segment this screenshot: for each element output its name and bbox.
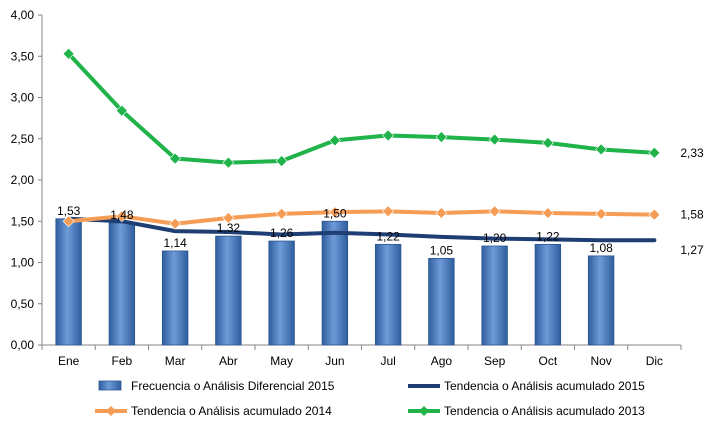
bar-ene [55, 218, 82, 346]
legend-item-tendencia-o-an-lisis-acumulado-2015: Tendencia o Análisis acumulado 2015 [408, 379, 645, 393]
x-tick-label-dic: Dic [646, 354, 663, 368]
bar-may [268, 240, 295, 346]
marker-tendencia-o-an-lisis-acumulado-2013-oct [541, 136, 554, 149]
legend-swatch-bar [98, 380, 122, 391]
marker-tendencia-o-an-lisis-acumulado-2013-ene [62, 47, 75, 60]
x-tick-label-jun: Jun [325, 354, 344, 368]
bar-value-label-feb: 1,48 [110, 208, 134, 222]
bar-oct [534, 243, 562, 346]
legend-item-tendencia-o-an-lisis-acumulado-2013: Tendencia o Análisis acumulado 2013 [408, 404, 645, 418]
bar-value-label-ago: 1,05 [430, 243, 454, 257]
x-tick-label-jul: Jul [380, 354, 395, 368]
line-tendencia-o-an-lisis-acumulado-2014 [66, 209, 657, 226]
marker-tendencia-o-an-lisis-acumulado-2014-ago [435, 207, 448, 219]
end-label-tendencia-o-an-lisis-acumulado-2013: 2,33 [680, 146, 704, 160]
x-tick-label-feb: Feb [112, 354, 133, 368]
legend-label: Tendencia o Análisis acumulado 2014 [131, 404, 332, 418]
data-labels: 1,53 1,48 1,14 1,32 1,26 1,50 1,22 1,05 1,20 1,22… [57, 146, 704, 258]
legend-swatch-marker [419, 406, 429, 416]
line-tendencia-o-an-lisis-acumulado-2015 [66, 216, 657, 243]
marker-tendencia-o-an-lisis-acumulado-2014-abr [222, 212, 235, 224]
end-label-tendencia-o-an-lisis-acumulado-2015: 1,27 [680, 243, 704, 257]
y-tick-label: 0,00 [11, 338, 35, 352]
legend-label: Frecuencia o Análisis Diferencial 2015 [131, 379, 335, 393]
y-tick-label: 2,50 [11, 132, 35, 146]
marker-tendencia-o-an-lisis-acumulado-2014-feb [115, 210, 128, 223]
x-tick-label-may: May [270, 354, 293, 368]
bar-sep [481, 245, 508, 346]
marker-tendencia-o-an-lisis-acumulado-2013-sep [488, 133, 501, 146]
y-tick-label: 1,50 [11, 214, 35, 228]
line-tendencia-o-an-lisis-acumulado-2013 [66, 51, 657, 165]
marker-tendencia-o-an-lisis-acumulado-2014-jul [382, 205, 395, 218]
bar-feb [108, 222, 136, 346]
marker-tendencia-o-an-lisis-acumulado-2013-mar [169, 152, 182, 165]
bar-mar [161, 250, 189, 346]
bar-value-label-may: 1,26 [270, 226, 294, 240]
marker-tendencia-o-an-lisis-acumulado-2014-mar [169, 217, 182, 230]
x-tick-label-abr: Abr [219, 354, 238, 368]
bar-jul [374, 243, 402, 346]
bar-value-label-nov: 1,08 [589, 241, 613, 255]
marker-tendencia-o-an-lisis-acumulado-2014-may [275, 207, 288, 220]
bar-series [55, 218, 615, 346]
marker-tendencia-o-an-lisis-acumulado-2013-feb [115, 104, 128, 117]
bar-value-label-jul: 1,22 [376, 229, 400, 243]
y-tick-label: 0,50 [11, 297, 35, 311]
y-tick-label: 2,00 [11, 173, 35, 187]
legend: Frecuencia o Análisis Diferencial 2015 Te… [95, 379, 645, 418]
marker-tendencia-o-an-lisis-acumulado-2014-jun [328, 206, 341, 219]
bar-value-label-ene: 1,53 [57, 204, 81, 218]
bar-abr [215, 235, 242, 346]
marker-tendencia-o-an-lisis-acumulado-2014-oct [541, 207, 554, 219]
y-tick-label: 4,00 [11, 8, 35, 22]
marker-tendencia-o-an-lisis-acumulado-2014-dic [648, 208, 661, 221]
marker-tendencia-o-an-lisis-acumulado-2014-ene [62, 215, 75, 228]
marker-tendencia-o-an-lisis-acumulado-2013-nov [595, 143, 608, 156]
legend-label: Tendencia o Análisis acumulado 2013 [444, 404, 645, 418]
bar-value-label-abr: 1,32 [217, 221, 241, 235]
bar-jun [321, 220, 349, 346]
y-tick-label: 1,00 [11, 256, 35, 270]
y-tick-label: 3,50 [11, 49, 35, 63]
legend-item-frecuencia-o-an-lisis-diferencial-2015: Frecuencia o Análisis Diferencial 2015 [98, 379, 335, 393]
x-tick-label-ago: Ago [431, 354, 453, 368]
bar-value-label-mar: 1,14 [163, 236, 187, 250]
x-tick-label-mar: Mar [165, 354, 186, 368]
y-tick-label: 3,00 [11, 91, 35, 105]
legend-swatch-marker [106, 406, 116, 416]
marker-tendencia-o-an-lisis-acumulado-2013-dic [648, 146, 661, 159]
axes: 0,00 0,50 1,00 1,50 2,00 2,50 3,00 3,50 4,00 Ene F… [11, 8, 682, 368]
bar-value-label-jun: 1,50 [323, 206, 347, 220]
legend-item-tendencia-o-an-lisis-acumulado-2014: Tendencia o Análisis acumulado 2014 [95, 404, 332, 418]
bar-value-label-sep: 1,20 [483, 231, 507, 245]
marker-tendencia-o-an-lisis-acumulado-2013-ago [435, 131, 448, 144]
x-tick-label-ene: Ene [58, 354, 80, 368]
bar-value-label-oct: 1,22 [536, 229, 560, 243]
marker-tendencia-o-an-lisis-acumulado-2013-abr [222, 156, 235, 169]
bar-nov [587, 255, 615, 346]
x-tick-label-oct: Oct [539, 354, 558, 368]
marker-tendencia-o-an-lisis-acumulado-2014-nov [595, 207, 608, 220]
x-tick-label-nov: Nov [590, 354, 611, 368]
end-label-tendencia-o-an-lisis-acumulado-2014: 1,58 [680, 208, 704, 222]
line-series [62, 47, 661, 243]
legend-label: Tendencia o Análisis acumulado 2015 [444, 379, 645, 393]
bar-ago [428, 257, 455, 346]
marker-tendencia-o-an-lisis-acumulado-2013-jul [382, 129, 395, 142]
x-tick-label-sep: Sep [484, 354, 506, 368]
marker-tendencia-o-an-lisis-acumulado-2013-may [275, 155, 288, 167]
marker-tendencia-o-an-lisis-acumulado-2014-sep [488, 205, 501, 218]
marker-tendencia-o-an-lisis-acumulado-2013-jun [328, 134, 341, 147]
